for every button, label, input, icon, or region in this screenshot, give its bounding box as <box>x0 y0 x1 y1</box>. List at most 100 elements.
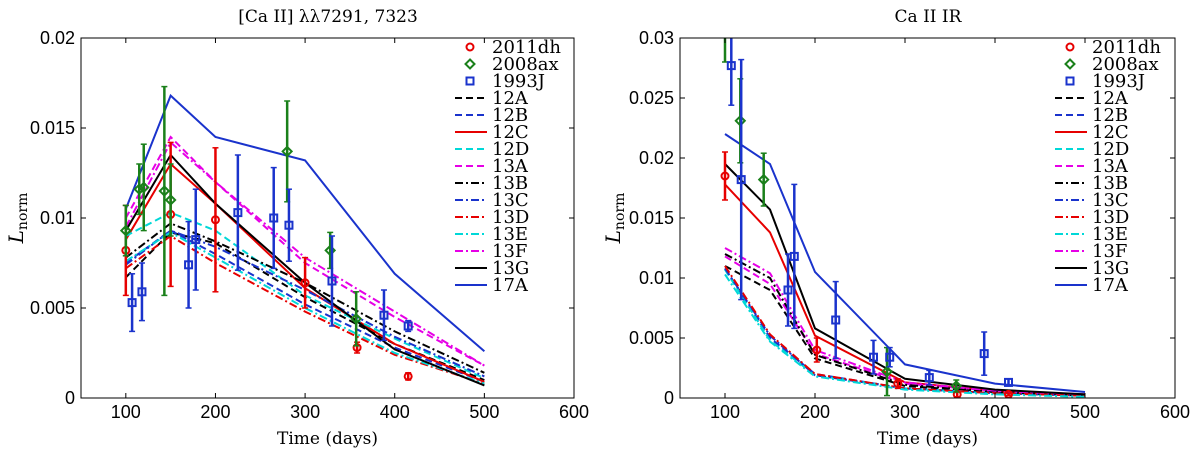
legend-label-2008ax: 2008ax <box>1092 54 1159 75</box>
legend-label-13F: 13F <box>492 241 527 262</box>
legend-label-12D: 12D <box>1092 139 1129 160</box>
legend-label-12B: 12B <box>492 105 528 126</box>
data-point-1993J <box>979 349 989 359</box>
data-point-2011dh <box>403 371 413 381</box>
legend-marker-2008ax <box>464 58 476 70</box>
data-point-1993J <box>924 373 934 383</box>
data-point-2008ax <box>350 312 363 325</box>
legend-label-2011dh: 2011dh <box>1092 37 1161 58</box>
x-tick-label: 200 <box>200 402 230 422</box>
legend-label-12D: 12D <box>492 139 529 160</box>
legend-label-13F: 13F <box>1092 241 1127 262</box>
legend-label-13E: 13E <box>1092 224 1128 245</box>
model-line-13B <box>724 253 1086 397</box>
legend-label-13G: 13G <box>1092 258 1129 279</box>
data-point-1993J <box>726 61 736 71</box>
legend: 2011dh2008ax1993J12A12B12C12D13A13B13C13… <box>1055 37 1161 296</box>
x-tick-label: 600 <box>559 402 589 422</box>
data-point-2008ax <box>133 183 146 196</box>
data-point-2008ax <box>119 224 132 237</box>
legend-label-13E: 13E <box>492 224 528 245</box>
legend-label-13C: 13C <box>492 190 529 211</box>
y-tick-label: 0.02 <box>40 28 75 48</box>
y-tick-label: 0.005 <box>629 328 674 348</box>
data-point-2008ax <box>281 145 294 158</box>
y-tick-label: 0 <box>664 388 674 408</box>
legend-label-1993J: 1993J <box>492 71 545 92</box>
data-point-1993J <box>184 260 194 270</box>
model-line-12A <box>724 265 1086 397</box>
legend-label-13A: 13A <box>1092 156 1129 177</box>
x-tick-label: 200 <box>800 402 830 422</box>
model-line-17A <box>124 93 486 352</box>
model-line-13D <box>125 234 485 385</box>
y-tick-label: 0.03 <box>639 28 674 48</box>
legend-marker-2011dh <box>465 42 475 52</box>
data-point-1993J <box>379 310 389 320</box>
y-axis-label: Lnorm <box>601 193 628 245</box>
legend-marker-2011dh <box>1065 42 1075 52</box>
x-tick-label: 100 <box>710 402 740 422</box>
legend-label-13A: 13A <box>492 156 529 177</box>
data-point-1993J <box>191 235 201 245</box>
legend-label-1993J: 1993J <box>1092 71 1145 92</box>
model-line-17A <box>724 133 1086 393</box>
x-tick-label: 400 <box>380 402 410 422</box>
data-point-1993J <box>284 220 294 230</box>
x-tick-label: 500 <box>469 402 499 422</box>
y-tick-label: 0 <box>65 388 75 408</box>
model-line-13D <box>724 265 1086 397</box>
legend-label-13G: 13G <box>492 258 529 279</box>
legend-label-13B: 13B <box>1092 173 1128 194</box>
model-line-13G <box>724 163 1086 396</box>
model-line-13C <box>125 229 485 378</box>
x-tick-label: 300 <box>290 402 320 422</box>
legend-label-12A: 12A <box>492 88 529 109</box>
plot-area <box>720 38 1086 398</box>
data-point-2008ax <box>881 365 893 378</box>
data-point-2008ax <box>757 173 770 186</box>
data-point-1993J <box>789 251 799 261</box>
y-tick-label: 0.015 <box>629 208 674 228</box>
data-point-1993J <box>783 285 793 295</box>
legend-label-13B: 13B <box>492 173 528 194</box>
data-point-2008ax <box>164 194 177 206</box>
data-point-2011dh <box>812 345 822 355</box>
data-point-1993J <box>233 208 243 218</box>
chart-title: Ca II IR <box>895 7 963 27</box>
plot-area <box>119 85 486 387</box>
data-point-1993J <box>137 287 147 297</box>
y-tick-label: 0.01 <box>40 208 75 228</box>
legend-label-13D: 13D <box>492 207 529 228</box>
chart-panel-2: Ca II IR 100 200 300 400 500 600 0 0.005 0.01 0.01… <box>601 7 1190 449</box>
y-tick-label: 0.02 <box>639 148 674 168</box>
data-point-1993J <box>403 321 413 331</box>
legend-label-12C: 12C <box>1092 122 1129 143</box>
chart-title: [Ca II] λλ7291, 7323 <box>238 7 418 27</box>
data-point-2008ax <box>158 185 171 197</box>
x-axis-label: Time (days) <box>277 429 378 449</box>
model-line-13B <box>125 222 485 374</box>
x-tick-label: 600 <box>1160 402 1190 422</box>
legend-marker-1993J <box>465 76 475 86</box>
svg-text:Lnorm: Lnorm <box>4 193 31 245</box>
legend-label-12B: 12B <box>1092 105 1128 126</box>
model-line-13F <box>124 140 485 367</box>
svg-text:Lnorm: Lnorm <box>601 193 628 245</box>
x-axis-label: Time (days) <box>877 429 978 449</box>
data-point-1993J <box>736 175 746 185</box>
legend-label-17A: 17A <box>492 275 529 296</box>
data-point-1993J <box>869 352 878 362</box>
legend-label-13C: 13C <box>1092 190 1129 211</box>
x-tick-label: 300 <box>890 402 920 422</box>
data-point-1993J <box>1004 377 1013 387</box>
data-point-2011dh <box>300 278 310 288</box>
legend-label-2011dh: 2011dh <box>492 37 561 58</box>
model-line-13A <box>724 255 1086 396</box>
chart-panel-1: [Ca II] λλ7291, 7323 100 200 300 400 500 600 0 0… <box>4 7 589 449</box>
data-point-2011dh <box>210 215 220 225</box>
y-tick-label: 0.015 <box>30 118 75 138</box>
data-point-1993J <box>269 213 279 223</box>
y-tick-label: 0.01 <box>639 268 674 288</box>
x-tick-label: 400 <box>980 402 1010 422</box>
